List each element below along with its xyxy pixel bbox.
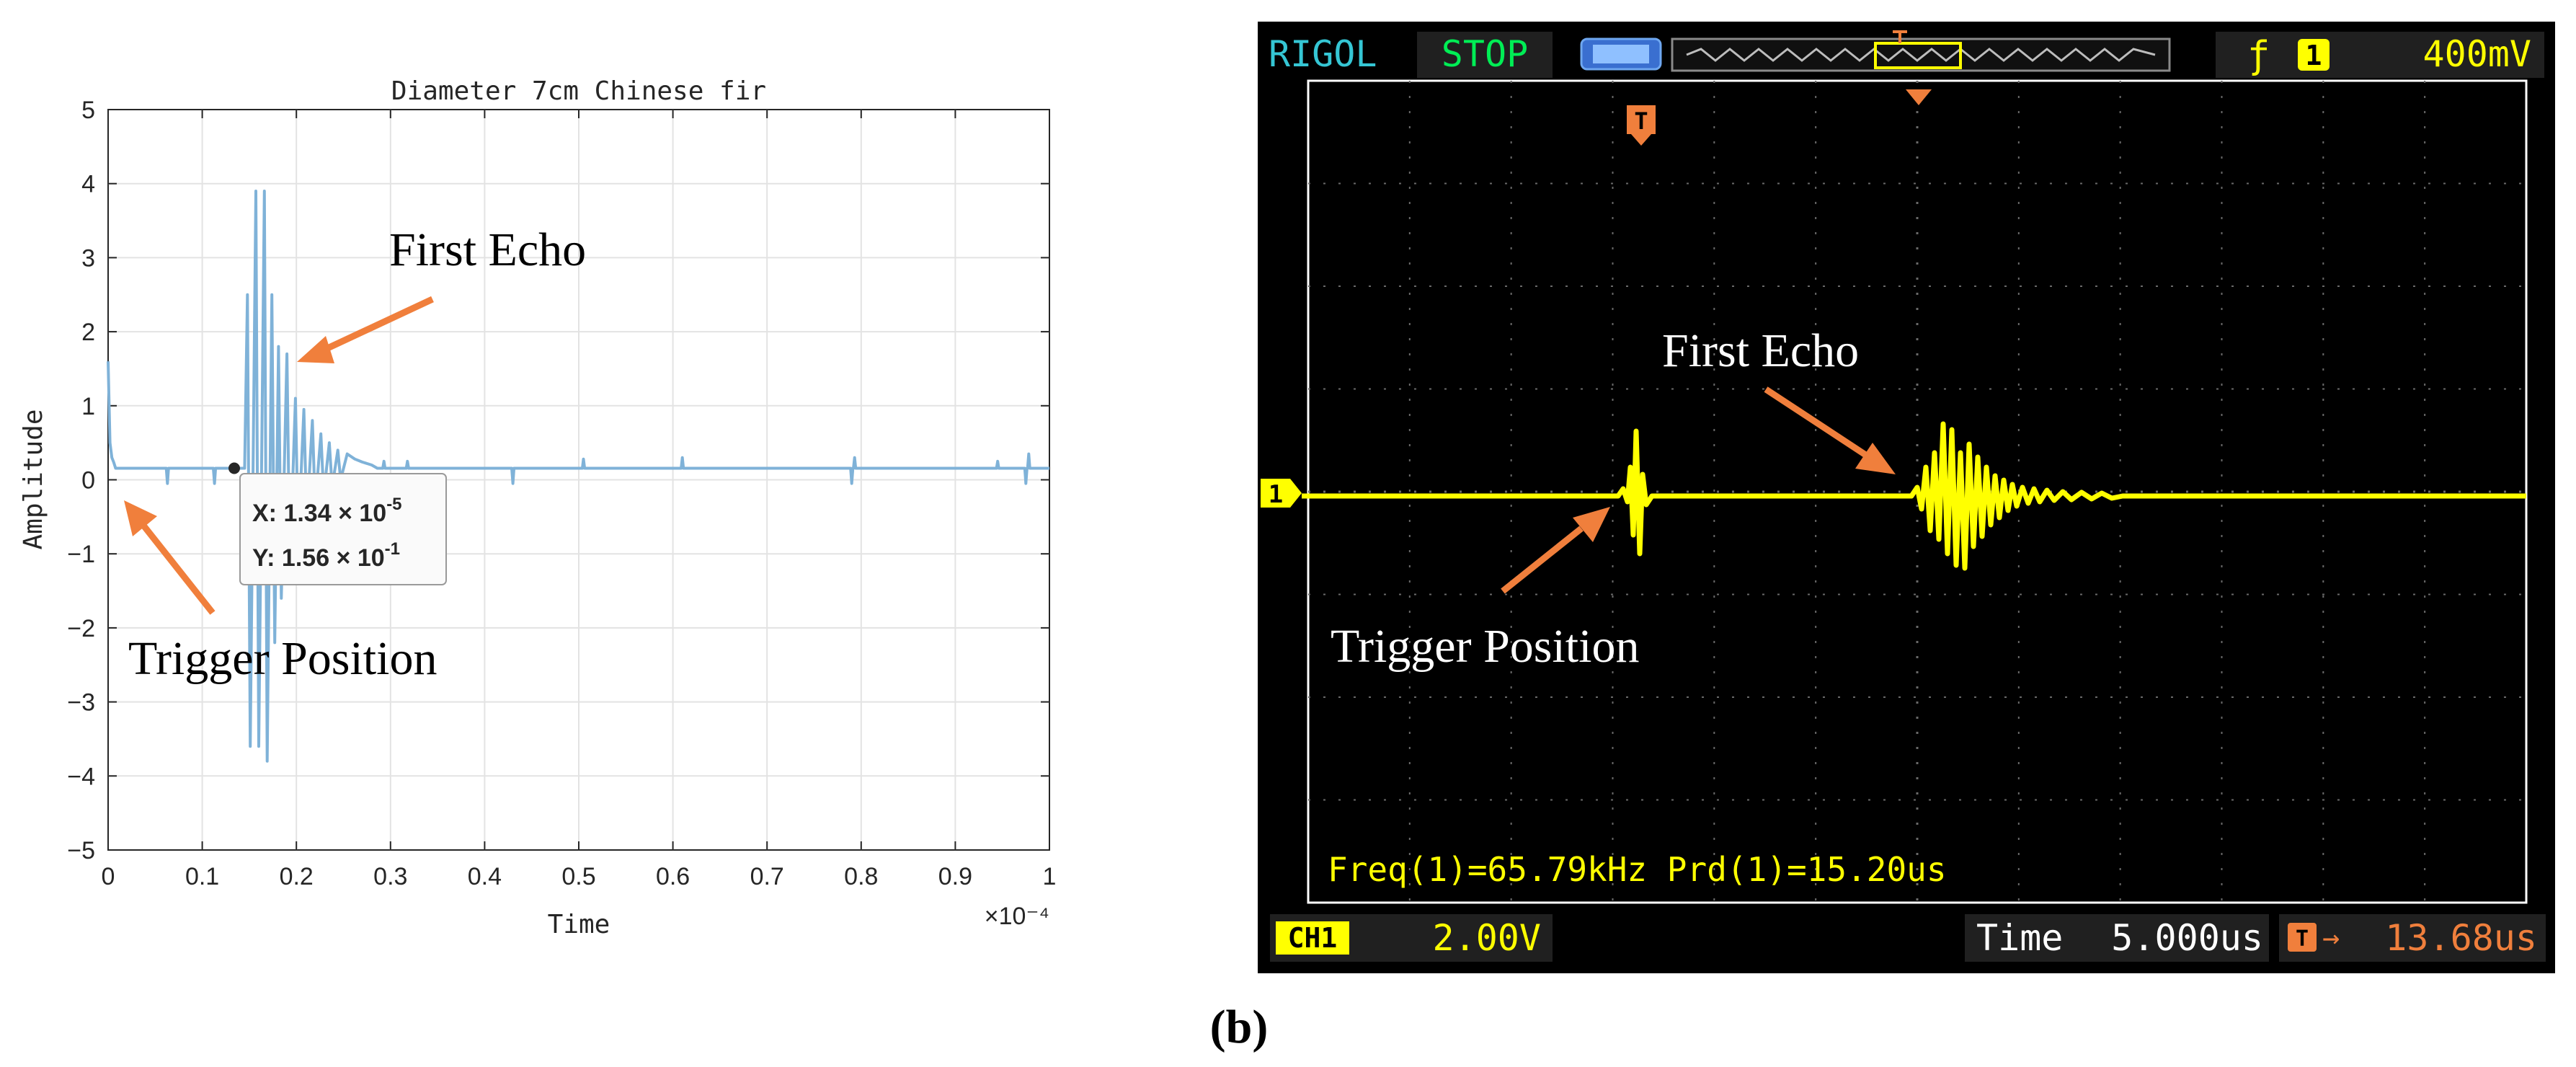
datatip-x-label: X: 1.34 × 10-5 [252,495,402,527]
channel-1-trace [1302,421,2526,571]
x-axis-multiplier: ×10⁻⁴ [985,903,1049,930]
x-tick-label: 0.5 [561,863,595,890]
series-group [107,190,1049,763]
x-tick-label: 0.4 [468,863,502,890]
y-tick-label: 4 [81,171,95,198]
matlab-plot: 0 0.1 0.2 0.3 0.4 0.5 0.6 0.7 0.8 0.9 1 5 4 3 2 1 0 −1 −2 −… [19,76,1056,939]
memory-window [1874,42,1962,69]
scope-annotation-first-echo: First Echo [1662,324,1896,474]
x-tick-label: 0.9 [938,863,972,890]
y-axis-label: Amplitude [19,409,48,549]
first-echo-label: First Echo [389,223,586,276]
trigger-offset-icon [2288,923,2317,952]
datatip-y-label: Y: 1.56 × 10-1 [252,539,400,572]
trigger-offset: 13.68us [2385,917,2537,959]
scope-trigger-position-label: Trigger Position [1331,620,1639,673]
y-tick-label: 2 [81,319,95,346]
memory-waveform-preview [1686,48,2156,62]
figure-caption: (b) [1210,1001,1269,1053]
oscilloscope: RIGOL STOP ƒ 1 400mV T [1258,22,2555,973]
annotation-trigger-position: Trigger Position [124,500,437,685]
trigger-offset-arrow: → [2322,921,2340,955]
x-tick-label: 0.3 [373,863,407,890]
series-line [107,190,1049,763]
x-tick-label: 0.2 [280,863,314,890]
scope-annotation-trigger-position: Trigger Position [1331,507,1639,673]
trigger-offset-icon-glyph: T [2296,926,2309,952]
channel-label-badge [1276,921,1349,955]
trigger-position-marker: T [1627,105,1656,146]
status-badge-bg [1417,32,1553,78]
trigger-offset-bg [2279,914,2546,962]
y-tick-label: −4 [67,763,95,790]
y-tick-label: −1 [67,541,95,568]
y-tick-label: 0 [81,467,95,495]
memory-icon [1580,37,1662,71]
datatip-marker [228,462,241,474]
scope-trigger-position-arrowhead [1573,507,1610,542]
svg-text:1: 1 [1269,480,1283,509]
channel-label: CH1 [1288,922,1338,954]
datatip-box [239,473,447,585]
x-tick-label: 0.1 [185,863,219,890]
measurement-readout: Freq(1)=65.79kHz Prd(1)=15.20us [1328,850,1947,889]
x-tick-label: 0.7 [750,863,784,890]
scope-first-echo-arrowhead [1855,443,1896,474]
y-tick-label: −2 [67,615,95,642]
channel-1-marker: 1 [1261,479,1302,509]
trigger-time-pointer [1906,89,1932,105]
y-tick-label: 3 [81,244,95,272]
x-tick-label: 1 [1043,863,1057,890]
x-tick-label: 0 [102,863,115,890]
scope-first-echo-arrow [1764,386,1869,459]
trigger-channel-number: 1 [2306,40,2322,71]
scope-first-echo-label: First Echo [1662,324,1859,377]
timebase-label: Time [1976,917,2063,959]
y-tick-label: −5 [67,837,95,864]
memory-depth-bar [1671,30,2171,72]
svg-text:T: T [1634,107,1648,135]
trigger-channel-badge [2298,39,2329,71]
first-echo-arrow [321,296,434,354]
trigger-level: 400mV [2422,33,2531,75]
datatip[interactable]: X: 1.34 × 10-5 Y: 1.56 × 10-1 [228,462,447,585]
scope-trigger-position-arrow [1501,526,1584,594]
axis-ticks: 0 0.1 0.2 0.3 0.4 0.5 0.6 0.7 0.8 0.9 1 5 4 3 2 1 0 −1 −2 −… [67,97,1056,890]
status-badge: STOP [1442,33,1528,75]
trigger-position-label: Trigger Position [128,632,437,685]
first-echo-arrowhead [297,336,334,363]
scope-grid [1308,81,2526,903]
x-axis-label: Time [548,910,610,939]
x-tick-label: 0.6 [656,863,690,890]
trigger-edge-icon: ƒ [2247,34,2270,77]
chart-title: Diameter 7cm Chinese fir [391,76,766,106]
annotation-first-echo: First Echo [297,223,586,363]
trigger-settings-bg [2216,32,2544,78]
scope-brand: RIGOL [1269,33,1377,75]
x-tick-label: 0.8 [844,863,878,890]
trigger-position-arrow [141,524,216,615]
y-tick-label: −3 [67,689,95,717]
trigger-position-arrowhead [124,500,157,536]
y-tick-label: 1 [81,393,95,420]
timebase-scale: 5.000us [2111,917,2263,959]
y-tick-label: 5 [81,97,95,124]
channel-scale: 2.00V [1432,917,1541,959]
timebase-bg [1965,914,2269,962]
